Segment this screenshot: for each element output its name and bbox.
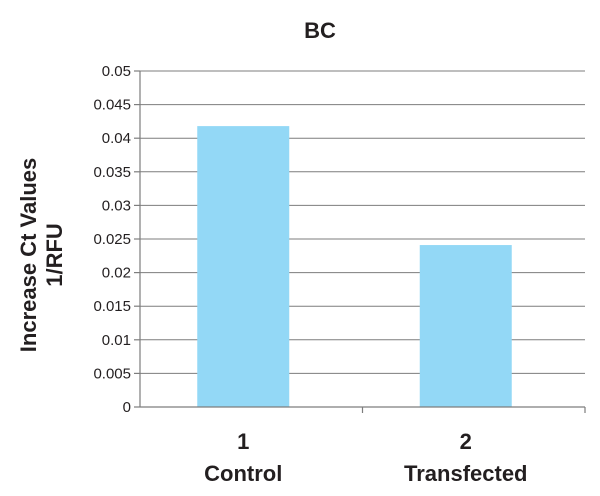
x-category-number: 1	[237, 429, 249, 454]
y-axis-label-line1: Increase Ct Values	[16, 158, 41, 352]
y-tick-label: 0.05	[102, 63, 131, 80]
x-category-label: Control	[204, 461, 282, 486]
x-category-labels: 1 Control 2 Transfected	[204, 429, 527, 486]
y-tick-label: 0.015	[93, 298, 131, 315]
x-category-number: 2	[460, 429, 472, 454]
bar-1	[197, 126, 290, 407]
x-category-label: Transfected	[404, 461, 528, 486]
y-tick-label: 0	[123, 399, 131, 416]
y-tick-label: 0.02	[102, 265, 131, 282]
y-tick-label: 0.03	[102, 197, 131, 214]
bars	[197, 126, 512, 407]
y-axis-label-line2: 1/RFU	[42, 223, 67, 287]
y-tick-label: 0.005	[93, 365, 131, 382]
y-tick-label: 0.04	[102, 130, 131, 147]
y-tick-labels: 0.05 0.045 0.04 0.035 0.03 0.025 0.02 0.015 0.01…	[93, 63, 131, 416]
y-tick-label: 0.045	[93, 97, 131, 114]
y-tick-label: 0.035	[93, 164, 131, 181]
bar-2	[419, 245, 512, 407]
y-tick-label: 0.01	[102, 332, 131, 349]
chart-title: BC	[304, 18, 336, 43]
y-axis-label: Increase Ct Values 1/RFU	[16, 158, 67, 352]
axes	[134, 70, 586, 413]
y-tick-label: 0.025	[93, 231, 131, 248]
